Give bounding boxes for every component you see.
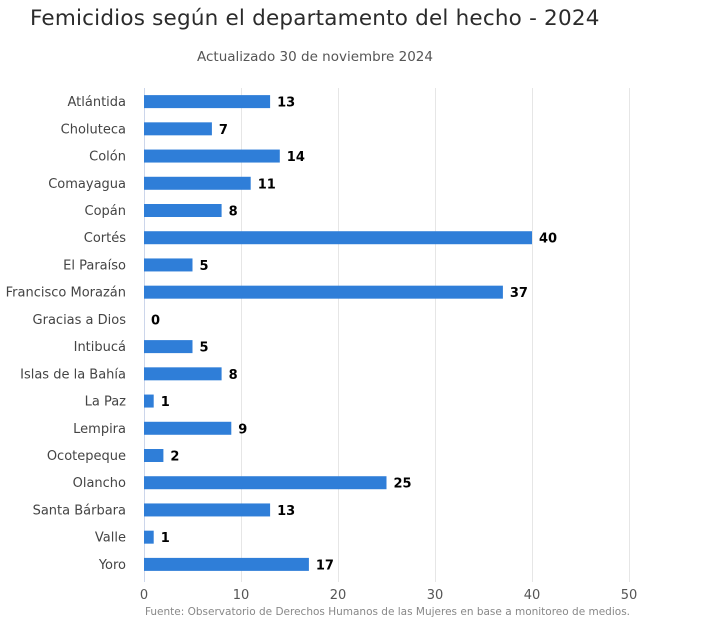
- data-label: 37: [510, 286, 528, 301]
- data-label: 8: [229, 368, 238, 383]
- category-labels: Atlántida Choluteca Colón Comayagua Copán Cor…: [6, 95, 127, 573]
- bar[interactable]: [144, 340, 193, 354]
- bar[interactable]: [144, 530, 154, 544]
- chart-subtitle: Actualizado 30 de noviembre 2024: [197, 49, 433, 65]
- bar[interactable]: [144, 503, 271, 517]
- bar[interactable]: [144, 557, 309, 571]
- bar[interactable]: [144, 476, 387, 490]
- x-tick-label: 50: [621, 588, 638, 603]
- category-label: Colón: [89, 150, 126, 165]
- bar[interactable]: [144, 258, 193, 272]
- x-axis-tick-labels: 0 10 20 30 40 50: [140, 588, 637, 603]
- bar[interactable]: [144, 231, 532, 245]
- category-label: Gracias a Dios: [33, 313, 127, 328]
- data-label: 17: [316, 558, 334, 573]
- bar[interactable]: [144, 421, 232, 435]
- bar[interactable]: [144, 204, 222, 217]
- category-label: Valle: [95, 531, 126, 546]
- category-label: Copán: [85, 204, 127, 219]
- category-label: Islas de la Bahía: [20, 367, 126, 382]
- x-tick-label: 40: [524, 588, 541, 603]
- data-label: 8: [229, 205, 238, 220]
- x-tick-label: 20: [330, 588, 347, 603]
- data-label: 9: [238, 422, 247, 437]
- data-label: 13: [277, 504, 295, 519]
- chart-title: Femicidios según el departamento del hec…: [30, 6, 600, 31]
- data-label: 5: [200, 341, 209, 356]
- data-label: 1: [161, 395, 170, 410]
- x-tick-label: 10: [233, 588, 250, 603]
- bar[interactable]: [144, 394, 154, 408]
- data-label: 7: [219, 123, 228, 138]
- data-label: 1: [161, 531, 170, 546]
- bar[interactable]: [144, 285, 503, 299]
- data-label: 11: [258, 177, 276, 192]
- bar[interactable]: [144, 95, 271, 109]
- category-label: Choluteca: [61, 122, 126, 137]
- x-tick-label: 0: [140, 588, 148, 603]
- chart-source: Fuente: Observatorio de Derechos Humanos…: [144, 606, 630, 618]
- bars: [144, 95, 532, 571]
- data-label: 5: [200, 259, 209, 274]
- category-label: Yoro: [98, 558, 126, 573]
- data-label: 13: [277, 96, 295, 111]
- bar[interactable]: [144, 176, 251, 190]
- data-label: 2: [170, 450, 179, 465]
- category-label: Olancho: [73, 476, 126, 491]
- category-label: Ocotepeque: [47, 449, 126, 464]
- data-label: 0: [151, 313, 160, 328]
- category-label: Atlántida: [67, 95, 126, 110]
- bar[interactable]: [144, 367, 222, 381]
- category-label: Comayagua: [48, 177, 126, 192]
- grid-lines: [144, 88, 630, 582]
- category-label: Santa Bárbara: [33, 503, 126, 518]
- data-label: 25: [394, 477, 412, 492]
- category-label: El Paraíso: [63, 258, 126, 273]
- category-label: Francisco Morazán: [6, 286, 126, 301]
- category-label: Intibucá: [74, 340, 126, 355]
- x-tick-label: 30: [427, 588, 444, 603]
- data-label: 40: [539, 232, 557, 247]
- category-label: La Paz: [85, 395, 127, 410]
- category-label: Cortés: [84, 231, 126, 246]
- bar[interactable]: [144, 149, 280, 163]
- bar[interactable]: [144, 122, 212, 136]
- bar[interactable]: [144, 449, 164, 462]
- data-labels: 13 7 14 11 8 40 5 37 0 5 8 1 9 2 25 13 1 17: [151, 96, 557, 574]
- category-label: Lempira: [73, 422, 126, 437]
- data-label: 14: [287, 150, 305, 165]
